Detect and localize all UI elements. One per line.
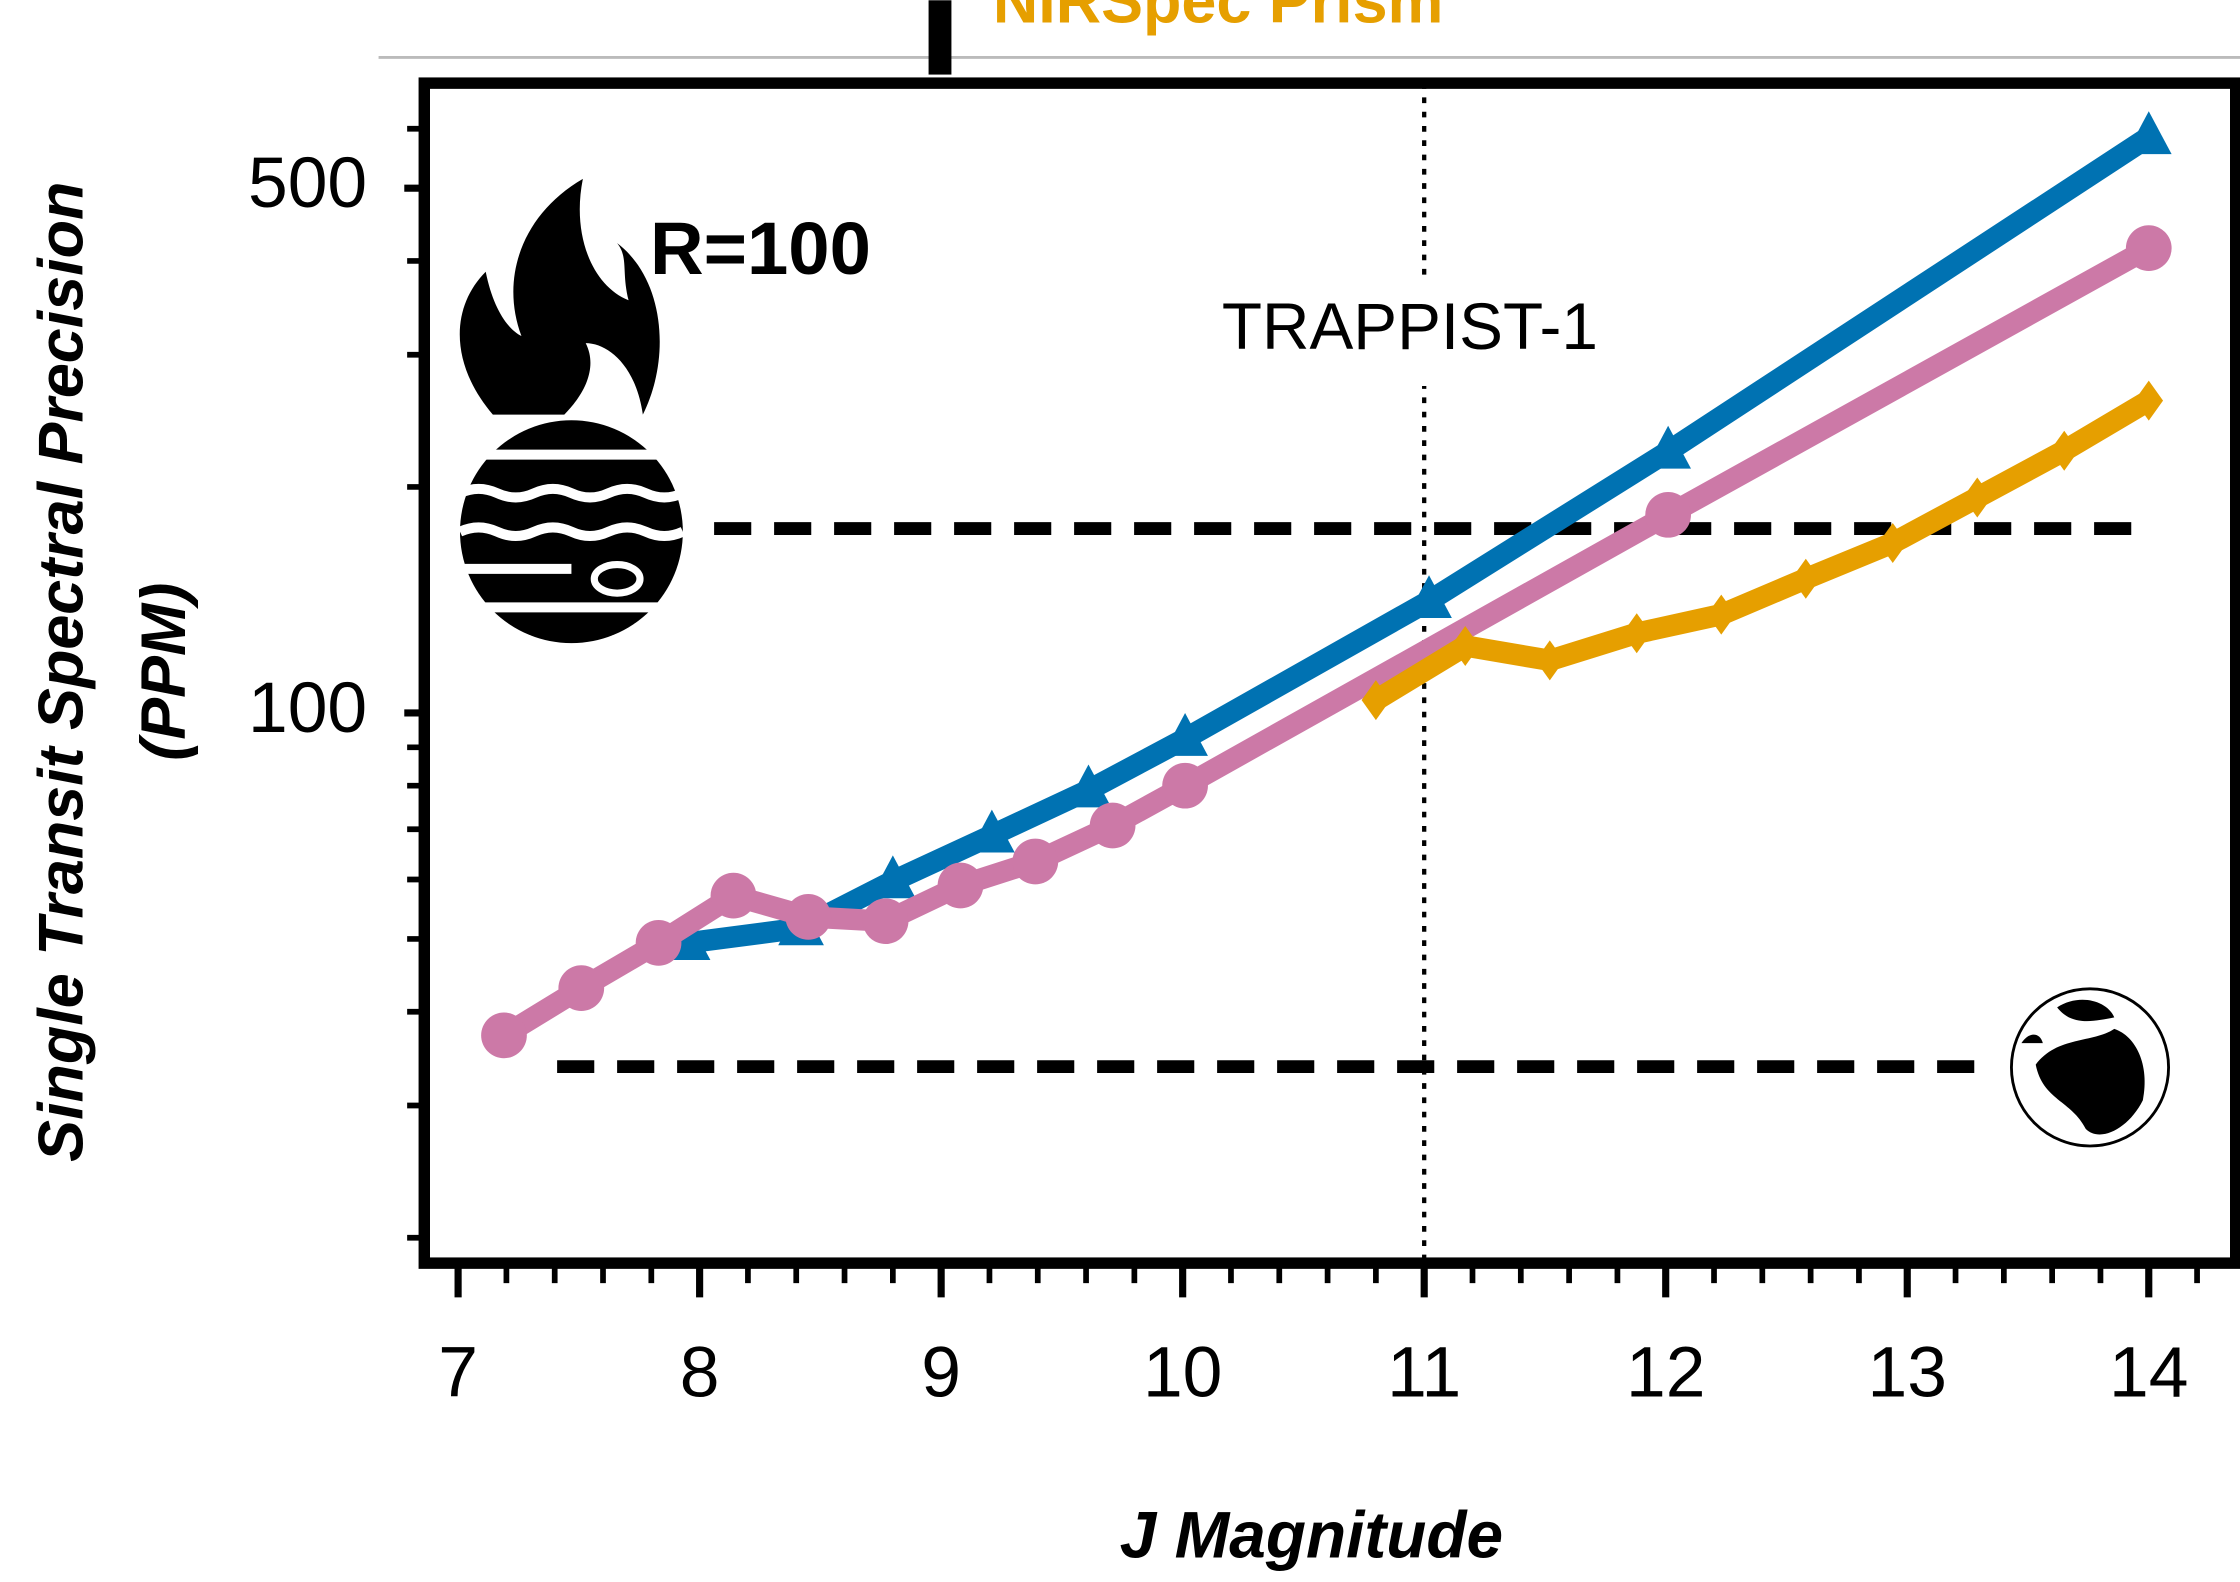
resolution-label: R=100 [650,207,871,290]
point [2125,225,2172,271]
point [558,965,605,1011]
x-axis-label: J Magnitude [1120,1499,1503,1572]
x-tick-label: 10 [1143,1332,1222,1412]
point [1406,575,1452,619]
y-tick-label: 500 [248,143,367,223]
y-axis-unit: (PPM) [129,583,199,761]
reference-label: TRAPPIST-1 [1222,290,1598,363]
point [785,894,832,940]
point [1162,713,1208,756]
series-line [1370,391,2155,710]
point [862,898,909,945]
point [1645,491,1691,538]
point [1450,625,1480,666]
x-tick-label: 12 [1626,1332,1705,1412]
point [1089,802,1136,849]
point [1791,558,1821,599]
point [1878,523,1908,564]
x-tick-label: 11 [1387,1332,1461,1412]
point [2125,111,2172,155]
point [1065,764,1112,808]
point [481,1012,527,1059]
point [969,809,1015,853]
x-tick-label: 13 [1868,1332,1947,1412]
panel-title: NIRSpec Prism [993,0,1444,37]
label-backdrop [1167,278,1639,386]
point [1012,838,1059,885]
y-tick-label: 100 [248,668,367,748]
point [937,862,984,909]
x-tick-label: 8 [680,1332,720,1412]
x-tick-label: 9 [921,1332,961,1412]
point [1162,762,1208,809]
point [1706,594,1736,635]
earth-icon [2010,987,2170,1148]
x-tick-label: 14 [2109,1332,2188,1412]
y-axis-label: Single Transit Spectral Precision [26,182,96,1162]
bracket-bar [928,0,952,75]
hot-planet-icon [457,178,685,644]
point [1645,425,1691,469]
point [869,855,916,899]
point [1622,613,1652,654]
series-line [686,128,2155,954]
x-tick-label: 7 [438,1332,478,1412]
point [1535,640,1565,681]
point [635,920,682,966]
point [710,872,757,919]
point [1962,477,1992,518]
